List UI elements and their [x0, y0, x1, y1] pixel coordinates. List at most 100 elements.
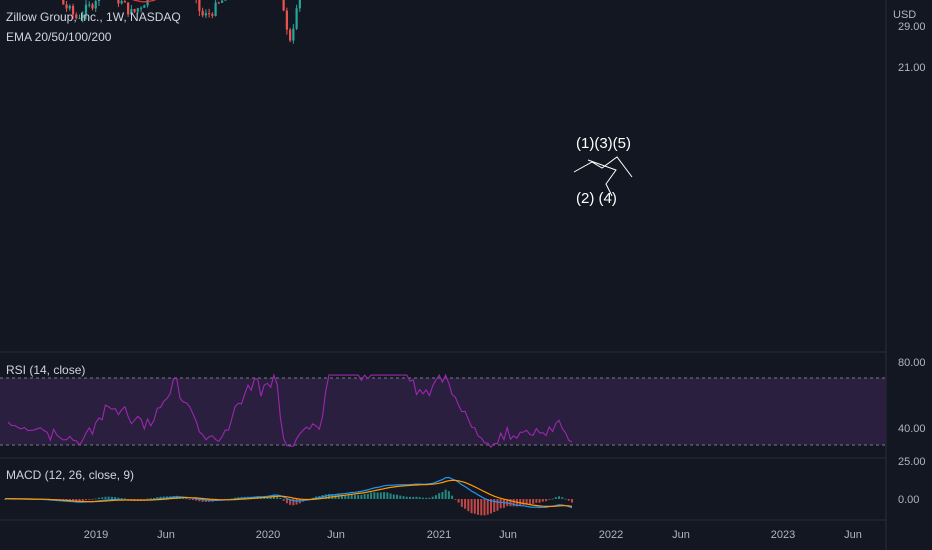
macd-histogram-bar — [120, 498, 123, 499]
candle-body — [130, 9, 133, 15]
wave-label-top: (1)(3)(5) — [576, 135, 631, 152]
candle-body — [68, 5, 71, 9]
macd-histogram-bar — [379, 492, 382, 499]
macd-histogram-bar — [431, 496, 434, 499]
wave-label-bottom: (2) (4) — [576, 190, 617, 207]
macd-histogram-bar — [337, 494, 340, 499]
time-tick-label: Jun — [157, 529, 175, 541]
price-tick-label: 29.00 — [898, 21, 926, 33]
signal-line — [5, 479, 573, 507]
macd-histogram-bar — [464, 499, 467, 509]
macd-histogram-bar — [399, 495, 402, 499]
candle-body — [208, 13, 211, 15]
macd-histogram-bar — [328, 493, 330, 499]
macd-tick-label: 0.00 — [898, 494, 919, 506]
macd-histogram-bar — [509, 499, 512, 507]
macd-histogram-bar — [75, 499, 78, 502]
macd-histogram-bar — [156, 497, 159, 499]
macd-histogram-bar — [532, 499, 535, 504]
macd-histogram-bar — [444, 489, 447, 499]
macd-histogram-bar — [201, 499, 204, 502]
macd-legend: MACD (12, 26, close, 9) — [6, 468, 135, 482]
macd-histogram-bar — [159, 496, 162, 499]
macd-histogram-bar — [496, 499, 499, 511]
time-tick-label: 2022 — [599, 529, 623, 541]
time-tick-label: Jun — [672, 529, 690, 541]
macd-histogram-bar — [522, 499, 525, 505]
macd-histogram-bar — [467, 499, 470, 512]
macd-histogram-bar — [10, 499, 13, 500]
macd-histogram-bar — [535, 499, 538, 503]
macd-histogram-bar — [143, 499, 146, 500]
candle-body — [75, 14, 78, 19]
time-tick-label: Jun — [499, 529, 517, 541]
macd-histogram-bar — [230, 498, 233, 500]
time-tick-label: 2020 — [256, 529, 280, 541]
candle-body — [143, 5, 146, 8]
macd-histogram-bar — [389, 493, 392, 499]
macd-histogram-bar — [438, 493, 441, 499]
currency-label[interactable]: USD — [893, 9, 917, 21]
macd-histogram-bar — [191, 499, 194, 501]
macd-histogram-bar — [396, 494, 399, 499]
macd-histogram-bar — [428, 497, 431, 499]
macd-histogram-bar — [561, 497, 564, 499]
macd-histogram-bar — [451, 495, 454, 499]
macd-histogram-bar — [279, 497, 282, 499]
rsi-tick-label: 40.00 — [898, 423, 926, 435]
macd-histogram-bar — [146, 498, 149, 500]
macd-histogram-bar — [548, 499, 551, 500]
time-tick-label: 2021 — [427, 529, 451, 541]
wave-projection — [573, 156, 633, 178]
candle-body — [120, 1, 123, 4]
macd-histogram-bar — [558, 496, 561, 499]
macd-histogram-bar — [554, 497, 557, 499]
macd-histogram-bar — [347, 494, 350, 499]
macd-histogram-bar — [110, 496, 113, 499]
candle-body — [62, 0, 65, 5]
candle-body — [81, 15, 84, 19]
macd-histogram-bar — [276, 495, 279, 499]
macd-histogram-bar — [81, 499, 84, 501]
candle-body — [88, 4, 91, 6]
rsi-line — [7, 373, 573, 448]
macd-histogram-bar — [366, 493, 369, 499]
macd-histogram-bar — [292, 499, 295, 506]
macd-histogram-bar — [373, 492, 376, 499]
candle-body — [198, 0, 201, 11]
time-tick-label: Jun — [327, 529, 345, 541]
macd-histogram-bar — [473, 499, 476, 514]
macd-histogram-bar — [412, 496, 415, 499]
time-tick-label: Jun — [844, 529, 862, 541]
macd-histogram-bar — [136, 499, 139, 500]
macd-histogram-bar — [101, 497, 104, 499]
rsi-legend: RSI (14, close) — [6, 363, 86, 377]
macd-histogram-bar — [528, 499, 531, 505]
macd-histogram-bar — [499, 499, 502, 509]
candle-body — [117, 0, 120, 4]
macd-histogram-bar — [502, 499, 505, 508]
rsi-band — [0, 378, 886, 445]
candle-body — [220, 0, 224, 3]
macd-histogram-bar — [567, 499, 570, 501]
candle-body — [289, 29, 292, 41]
macd-histogram-bar — [392, 494, 395, 499]
macd-histogram-bar — [551, 498, 554, 500]
macd-histogram-bar — [418, 497, 421, 499]
macd-histogram-bar — [541, 499, 544, 502]
macd-histogram-bar — [454, 499, 457, 500]
macd-histogram-bar — [195, 499, 198, 501]
macd-histogram-bar — [571, 499, 573, 503]
macd-histogram-bar — [114, 496, 117, 499]
candle-body — [201, 10, 204, 16]
macd-histogram-bar — [357, 495, 360, 499]
macd-histogram-bar — [376, 492, 379, 499]
rsi-tick-label: 80.00 — [898, 357, 926, 369]
macd-histogram-bar — [457, 499, 460, 503]
macd-histogram-bar — [493, 499, 496, 512]
macd-histogram-bar — [483, 499, 486, 516]
candle-body — [123, 1, 126, 3]
macd-histogram-bar — [486, 499, 489, 515]
candle-body — [285, 10, 288, 30]
